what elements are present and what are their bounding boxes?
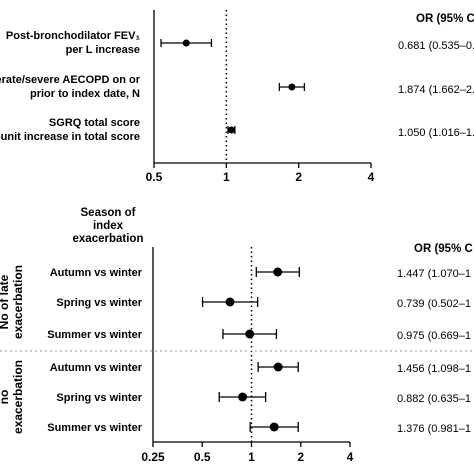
- p2-point-estimate: [273, 362, 283, 372]
- p2-or-header: OR (95% C: [414, 243, 473, 255]
- p1-x-tick-label: 2: [295, 170, 302, 184]
- p2-group-label-line: no: [0, 390, 11, 405]
- p1-row-label: prior to index date, N: [30, 88, 140, 100]
- p2-or-value: 1.456 (1.098–1: [397, 363, 471, 375]
- p1-row-label: derate/severe AECOPD on or: [0, 74, 141, 86]
- p2-row-label: Spring vs winter: [56, 392, 142, 404]
- p1-point-estimate: [227, 126, 235, 134]
- p1-row-label: per L increase: [66, 44, 140, 56]
- p1-or-value: 0.681 (0.535–0.86: [398, 40, 474, 52]
- p2-column-header: index: [93, 220, 124, 232]
- p2-or-value: 1.376 (0.981–1: [397, 423, 471, 435]
- p2-x-tick-label: 4: [347, 450, 354, 464]
- p1-or-value: 1.050 (1.016–1.08: [398, 127, 474, 139]
- p2-group-label: No of lateexacerbation: [0, 265, 25, 339]
- p2-column-header: Season of: [81, 207, 136, 219]
- p2-row-label: Spring vs winter: [56, 297, 142, 309]
- p1-row-label: SGRQ total score: [49, 117, 140, 129]
- p2-point-estimate: [269, 422, 279, 432]
- p2-or-value: 0.975 (0.669–1: [397, 330, 471, 342]
- p2-group-label-line: No of late: [0, 274, 11, 329]
- p2-x-tick-label: 0.25: [141, 450, 165, 464]
- p2-or-value: 0.739 (0.502–1: [397, 298, 471, 310]
- p1-x-tick-label: 1: [223, 170, 230, 184]
- p2-row-label: Summer vs winter: [47, 422, 142, 434]
- p2-point-estimate: [238, 392, 248, 402]
- p1-row-label: Post-bronchodilator FEV₁: [6, 30, 141, 42]
- p2-x-tick-label: 1: [248, 450, 255, 464]
- p2-x-tick-label: 0.5: [194, 450, 211, 464]
- p2-group-label-line: exacerbation: [11, 360, 25, 434]
- p2-row-label: Autumn vs winter: [50, 362, 143, 374]
- p2-point-estimate: [225, 297, 235, 307]
- p2-x-tick-label: 2: [297, 450, 304, 464]
- p1-point-estimate: [182, 39, 190, 47]
- p2-point-estimate: [245, 329, 255, 339]
- p1-point-estimate: [288, 83, 296, 91]
- p2-group-label-line: exacerbation: [11, 265, 25, 339]
- p2-row-label: Summer vs winter: [47, 329, 142, 341]
- p1-x-tick-label: 0.5: [146, 170, 163, 184]
- p2-row-label: Autumn vs winter: [50, 267, 143, 279]
- p1-or-header: OR (95% CI): [416, 13, 474, 25]
- p2-or-value: 1.447 (1.070–1: [397, 268, 471, 280]
- p2-group-label: noexacerbation: [0, 360, 25, 434]
- p1-x-tick-label: 4: [368, 170, 375, 184]
- p1-or-value: 1.874 (1.662–2.1: [398, 84, 474, 96]
- p2-or-value: 0.882 (0.635–1: [397, 393, 471, 405]
- p2-column-header: exacerbation: [73, 233, 144, 245]
- p2-point-estimate: [273, 267, 283, 277]
- p1-row-label: 5-unit increase in total score: [0, 131, 140, 143]
